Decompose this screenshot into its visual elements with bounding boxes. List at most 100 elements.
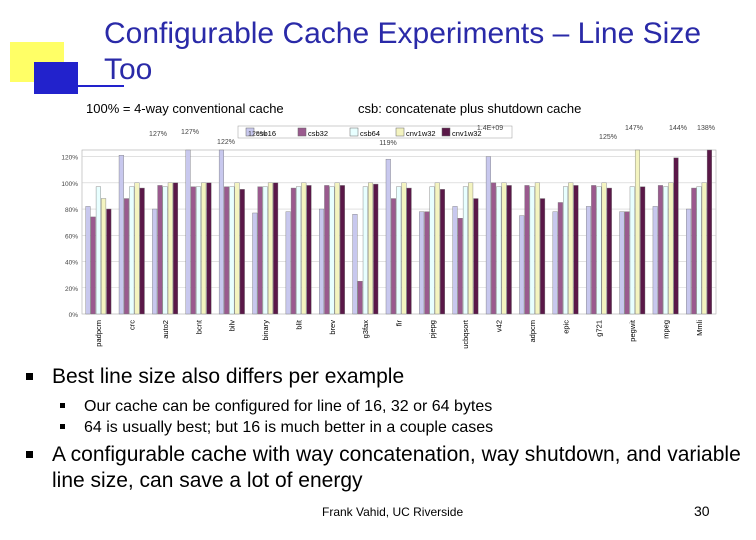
x-tick-label: bcnt: [194, 319, 203, 334]
bar: [296, 186, 302, 315]
bar: [468, 182, 474, 315]
bar: [640, 186, 646, 315]
bullet-text: Our cache can be configured for line of …: [84, 398, 493, 415]
overflow-annotation: 138%: [697, 125, 715, 132]
legend-swatch: [441, 127, 451, 137]
bar: [406, 187, 412, 315]
bar: [167, 182, 173, 315]
bar: [591, 185, 597, 315]
bar: [540, 198, 546, 315]
page-number: 30: [694, 503, 710, 519]
x-tick-label: ucbqsort: [461, 319, 470, 349]
bar: [152, 208, 158, 315]
bar-chart: csb16 csb32 csb64 cnv1w32 cnv1w32 0% 20% 40% 60%…: [61, 125, 717, 349]
x-tick-label: g3fax: [361, 320, 370, 339]
bar: [301, 182, 307, 315]
bullet-item: Best line size also differs per example: [22, 364, 742, 390]
x-tick-label: binary: [261, 320, 270, 341]
bar: [691, 187, 697, 315]
x-tick-label: fir: [395, 320, 404, 327]
x-tick-label: adpcm: [528, 320, 537, 343]
overflow-annotation: 127%: [181, 129, 199, 136]
overflow-annotation: 1.4E+09: [477, 125, 503, 132]
bar: [257, 186, 263, 315]
bar: [424, 211, 430, 315]
y-tick-label: 80%: [65, 207, 78, 214]
bar: [524, 185, 530, 315]
bar: [663, 186, 669, 315]
bullet-marker: [26, 451, 33, 458]
overflow-annotation: 144%: [669, 125, 687, 132]
bar: [334, 182, 340, 315]
bar: [373, 183, 379, 315]
x-tick-label: brev: [328, 320, 337, 335]
bar: [90, 216, 96, 315]
bullet-text: A configurable cache with way concatenat…: [52, 443, 741, 492]
bar: [357, 280, 363, 315]
legend-label: csb64: [360, 129, 380, 138]
bar: [452, 206, 458, 315]
legend-label: csb16: [256, 129, 276, 138]
bullet-item: A configurable cache with way concatenat…: [22, 442, 742, 494]
bar: [624, 211, 630, 315]
bar: [285, 211, 291, 315]
bar: [491, 182, 497, 315]
x-tick-label: auto2: [161, 320, 170, 339]
bar: [485, 156, 491, 315]
bar: [267, 182, 273, 315]
bar: [634, 149, 640, 315]
legend-swatch: [349, 127, 359, 137]
x-tick-label: epic: [561, 320, 570, 334]
bar: [290, 187, 296, 315]
bar: [596, 186, 602, 315]
legend-label: cnv1w32: [452, 129, 482, 138]
bar: [619, 211, 625, 315]
bar: [368, 182, 374, 315]
overflow-annotation: 119%: [379, 140, 396, 147]
bar: [306, 185, 312, 315]
bullet-marker: [60, 424, 65, 429]
bar: [162, 186, 168, 315]
legend-swatch: [395, 127, 405, 137]
bar: [429, 186, 435, 315]
x-tick-label: v42: [495, 320, 504, 332]
bar: [496, 186, 502, 315]
x-tick-label: pjepg: [428, 320, 437, 338]
overflow-annotation: 125%: [599, 134, 617, 141]
bar: [224, 186, 230, 315]
bar: [568, 182, 574, 315]
bar: [273, 182, 279, 315]
bar: [129, 186, 135, 315]
bar: [668, 182, 674, 315]
legend-swatch: [297, 127, 307, 137]
bar: [118, 155, 124, 315]
bullet-text: Best line size also differs per example: [52, 365, 405, 388]
overflow-annotation: 127%: [149, 131, 167, 138]
bar: [473, 198, 479, 315]
x-tick-label: bilv: [228, 320, 237, 332]
bar: [95, 186, 101, 315]
subtitle-right: csb: concatenate plus shutdown cache: [358, 101, 582, 116]
bar: [673, 157, 679, 315]
bar: [252, 212, 258, 315]
bar: [573, 185, 579, 315]
decor-blue-line: [64, 85, 124, 87]
legend-swatch: [245, 127, 255, 137]
x-tick-label: g721: [595, 320, 604, 337]
bar: [234, 182, 240, 315]
slide-title: Configurable Cache Experiments – Line Si…: [104, 17, 701, 86]
bar: [706, 149, 712, 315]
footer-author: Frank Vahid, UC Riverside: [322, 505, 464, 519]
x-tick-label: pegwit: [628, 319, 637, 342]
bar: [85, 206, 91, 315]
subtitle-left: 100% = 4-way conventional cache: [86, 101, 284, 116]
x-tick-label: crc: [128, 320, 137, 330]
sub-bullet-item: 64 is usually best; but 16 is much bette…: [22, 417, 742, 438]
bar: [601, 182, 607, 315]
bar: [652, 206, 658, 315]
bar: [657, 185, 663, 315]
bar: [324, 185, 330, 315]
bar: [519, 215, 525, 315]
overflow-annotation: 147%: [625, 125, 643, 132]
bar: [319, 208, 325, 315]
